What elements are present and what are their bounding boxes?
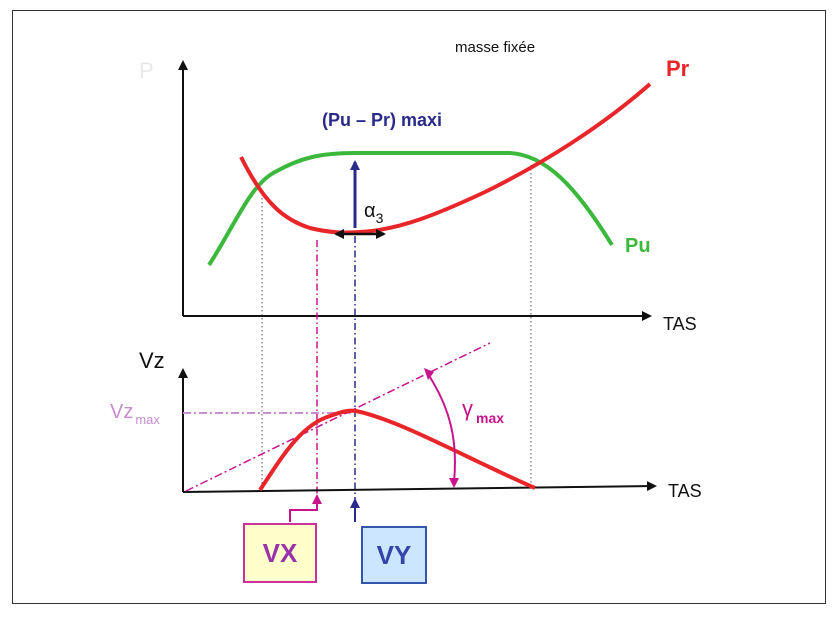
p-axis-label: P [139, 58, 154, 83]
tas-bottom-label: TAS [668, 481, 702, 501]
pr-label: Pr [666, 56, 690, 81]
figure-frame [12, 10, 826, 604]
vx-arrow [289, 494, 322, 522]
tas-axis-bottom-line [182, 481, 657, 493]
max-diff-label: (Pu – Pr) maxi [322, 110, 442, 130]
gamma-arc-head-bottom [449, 478, 459, 488]
pu-label: Pu [625, 235, 651, 257]
vy-box: VY [361, 526, 427, 584]
vz-curve [258, 408, 536, 492]
vzmax-label: Vz max [110, 401, 160, 427]
alpha-label: α3 [364, 200, 384, 226]
pr-curve [239, 82, 652, 235]
vy-label: VY [376, 539, 412, 570]
tas-top-label: TAS [663, 314, 697, 334]
pu-curve [207, 151, 614, 267]
vz-axis-label: Vz [139, 348, 165, 373]
note-label: masse fixée [455, 39, 535, 56]
vx-label: VX [262, 537, 298, 568]
gamma-label: γ max [462, 396, 504, 426]
gamma-arc [427, 373, 456, 483]
tangent-line [185, 342, 491, 492]
vx-box: VX [243, 523, 317, 583]
gamma-arc-head-top [424, 368, 434, 380]
